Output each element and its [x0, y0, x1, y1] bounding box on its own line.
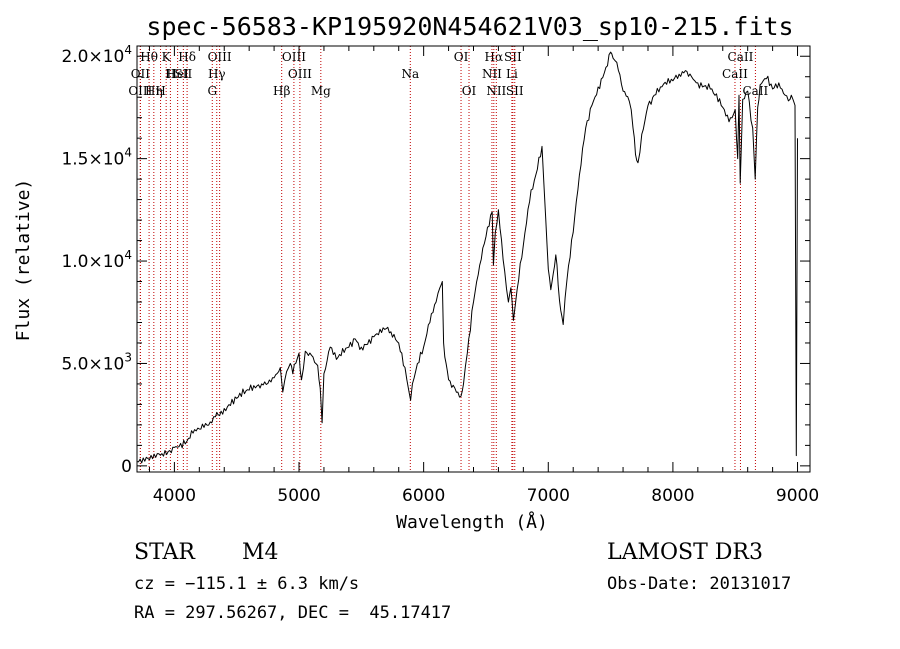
line-marker-label: CaII	[728, 50, 754, 64]
line-marker-label: H	[155, 84, 165, 98]
x-axis-label: Wavelength (Å)	[396, 511, 548, 533]
line-marker-label: CaII	[742, 84, 768, 98]
line-marker-label: Hγ	[208, 67, 226, 81]
line-marker-label: K	[162, 50, 172, 64]
line-marker-label: OIII	[288, 67, 312, 81]
line-marker-label: SII	[175, 67, 193, 81]
x-tick-label: 4000	[153, 486, 196, 506]
observation-date: Obs-Date: 20131017	[607, 574, 792, 594]
x-tick-label: 6000	[402, 486, 445, 506]
x-tick-label: 8000	[651, 486, 694, 506]
x-tick-label: 9000	[776, 486, 819, 506]
line-marker-label: OIII	[208, 50, 232, 64]
line-marker-label: G	[207, 84, 217, 98]
y-tick-label: 5.0×103	[61, 350, 132, 374]
y-tick-label: 2.0×104	[61, 43, 132, 67]
line-marker-label: Mg	[311, 84, 331, 98]
axes: 4000 5000 6000 7000 8000 9000 0 5.0×103 1.0×104 1…	[61, 43, 819, 506]
y-axis-label: Flux (relative)	[13, 179, 34, 342]
plot-frame	[136, 45, 811, 473]
line-marker-label: NII	[482, 67, 502, 81]
line-marker-label: Hθ	[140, 50, 158, 64]
line-marker-label: SII	[506, 84, 524, 98]
line-marker-label: OIII	[282, 50, 306, 64]
survey-name: LAMOST DR3	[607, 540, 763, 565]
line-marker-label: OI	[462, 84, 477, 98]
y-tick-label: 1.0×104	[61, 248, 132, 272]
line-marker-label: SII	[504, 50, 522, 64]
line-marker-label: Li	[506, 67, 518, 81]
line-marker-label: OI	[454, 50, 469, 64]
flux-series	[137, 51, 798, 464]
x-tick-label: 7000	[527, 486, 570, 506]
y-tick-label: 1.5×104	[61, 146, 132, 170]
flux-line	[137, 51, 798, 464]
redshift-value: cz = −115.1 ± 6.3 km/s	[134, 574, 360, 594]
line-marker-label: Na	[401, 67, 419, 81]
line-marker-label: CaII	[722, 67, 748, 81]
line-marker-label: NII	[486, 84, 506, 98]
line-marker-label: Hη	[145, 84, 163, 98]
line-marker-label: H	[165, 67, 175, 81]
subclass: M4	[242, 540, 279, 565]
line-marker-label: Hδ	[178, 50, 196, 64]
x-tick-label: 5000	[277, 486, 320, 506]
line-marker-label: OIII	[128, 84, 152, 98]
y-tick-label: 0	[121, 457, 132, 477]
coordinates: RA = 297.56267, DEC = 45.17417	[134, 603, 452, 623]
object-class: STAR	[134, 540, 195, 565]
line-marker-label: Hβ	[273, 84, 290, 98]
chart-title: spec-56583-KP195920N454621V03_sp10-215.f…	[146, 12, 793, 41]
line-marker-label: Hα	[485, 50, 504, 64]
